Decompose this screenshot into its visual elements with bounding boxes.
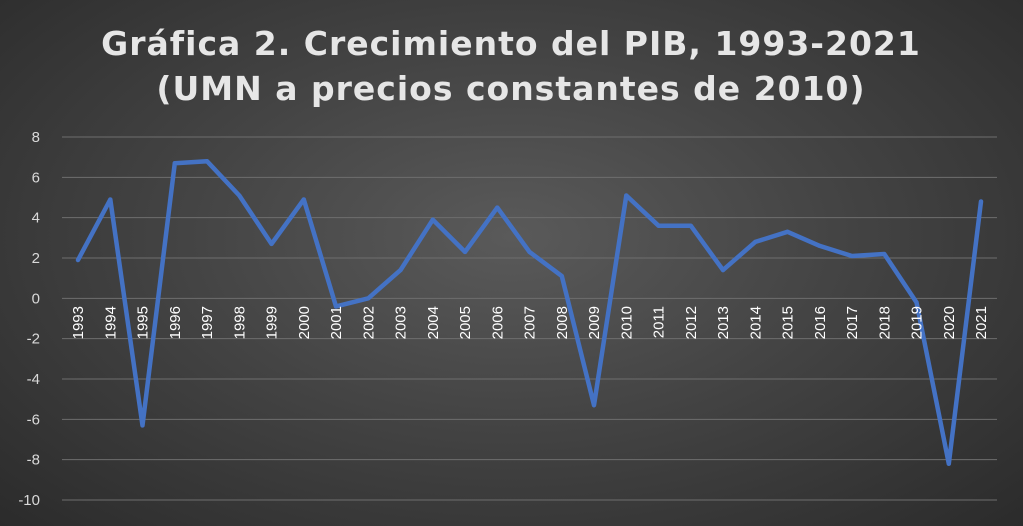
x-tick-label: 1998 [231, 306, 248, 339]
x-tick-label: 2009 [586, 306, 603, 339]
data-point-1999 [269, 241, 274, 246]
y-tick-label: 6 [32, 169, 40, 186]
data-point-2013 [721, 268, 725, 273]
x-tick-label: 2007 [522, 306, 539, 339]
x-tick-label: 2012 [683, 306, 700, 339]
data-point-2008 [559, 274, 564, 279]
x-tick-label: 2015 [780, 306, 797, 339]
data-point-2005 [463, 249, 467, 254]
data-point-2000 [301, 197, 306, 202]
data-point-1994 [108, 197, 113, 202]
data-point-2019 [914, 300, 919, 305]
y-tick-label: -6 [27, 411, 40, 428]
y-axis-ticks: 8 6 4 2 0 -2 -4 -6 -8 -10 [18, 129, 40, 509]
data-point-2021 [979, 199, 983, 204]
y-tick-label: -8 [27, 452, 40, 469]
x-tick-label: 2016 [812, 306, 829, 339]
data-point-2017 [850, 253, 854, 258]
x-tick-label: 2019 [909, 306, 926, 339]
y-tick-label: 0 [32, 290, 40, 307]
data-point-1993 [76, 258, 80, 263]
data-point-2018 [882, 251, 887, 256]
data-point-2009 [592, 403, 596, 408]
data-point-2014 [753, 239, 758, 244]
x-tick-label: 2006 [489, 306, 506, 339]
series-layer [75, 158, 984, 466]
y-tick-label: 4 [32, 210, 40, 227]
x-tick-label: 2005 [457, 306, 474, 339]
x-tick-label: 2011 [651, 306, 668, 338]
x-tick-label: 1996 [167, 306, 184, 339]
x-tick-label: 2021 [973, 306, 990, 339]
y-tick-label: 2 [32, 250, 40, 267]
data-point-2006 [495, 205, 500, 210]
data-point-2012 [688, 223, 693, 228]
x-tick-label: 2008 [554, 306, 571, 339]
data-point-2003 [398, 268, 403, 273]
x-tick-label: 2018 [876, 306, 893, 339]
x-tick-label: 2004 [425, 306, 442, 339]
data-point-2004 [430, 217, 435, 222]
x-tick-label: 2020 [941, 306, 958, 339]
y-tick-label: 8 [32, 129, 40, 146]
y-tick-label: -2 [27, 331, 40, 348]
data-point-1997 [205, 159, 209, 164]
data-point-2007 [527, 249, 532, 254]
x-axis-ticks: 1993 1994 1995 1996 1997 1998 1999 2000 2001 2002… [70, 306, 990, 339]
data-point-2010 [624, 193, 629, 198]
chart-title-line-1: Gráfica 2. Crecimiento del PIB, 1993-202… [101, 24, 921, 63]
x-tick-label: 2014 [747, 306, 764, 339]
x-tick-label: 2010 [618, 306, 635, 339]
x-tick-label: 1999 [264, 306, 281, 339]
x-tick-label: 1994 [102, 306, 119, 339]
x-tick-label: 1997 [199, 306, 216, 339]
x-tick-label: 2003 [393, 306, 410, 339]
data-point-1996 [172, 161, 177, 166]
x-tick-label: 2017 [844, 306, 861, 339]
y-tick-label: -10 [18, 492, 40, 509]
x-tick-label: 1993 [70, 306, 87, 339]
x-tick-label: 1995 [135, 306, 152, 339]
data-point-2020 [946, 461, 951, 466]
x-tick-label: 2002 [360, 306, 377, 339]
data-point-2001 [334, 304, 338, 309]
x-tick-label: 2001 [328, 306, 345, 339]
x-tick-label: 2000 [296, 306, 313, 339]
chart-title-line-2: (UMN a precios constantes de 2010) [156, 69, 865, 108]
data-point-1995 [140, 423, 145, 428]
data-point-2015 [785, 229, 790, 234]
data-point-2016 [817, 243, 822, 248]
grid-lines [62, 136, 997, 501]
data-point-1998 [237, 193, 242, 198]
x-tick-label: 2013 [715, 306, 732, 339]
data-point-2011 [656, 223, 661, 228]
y-tick-label: -4 [27, 371, 40, 388]
data-point-2002 [366, 296, 371, 301]
